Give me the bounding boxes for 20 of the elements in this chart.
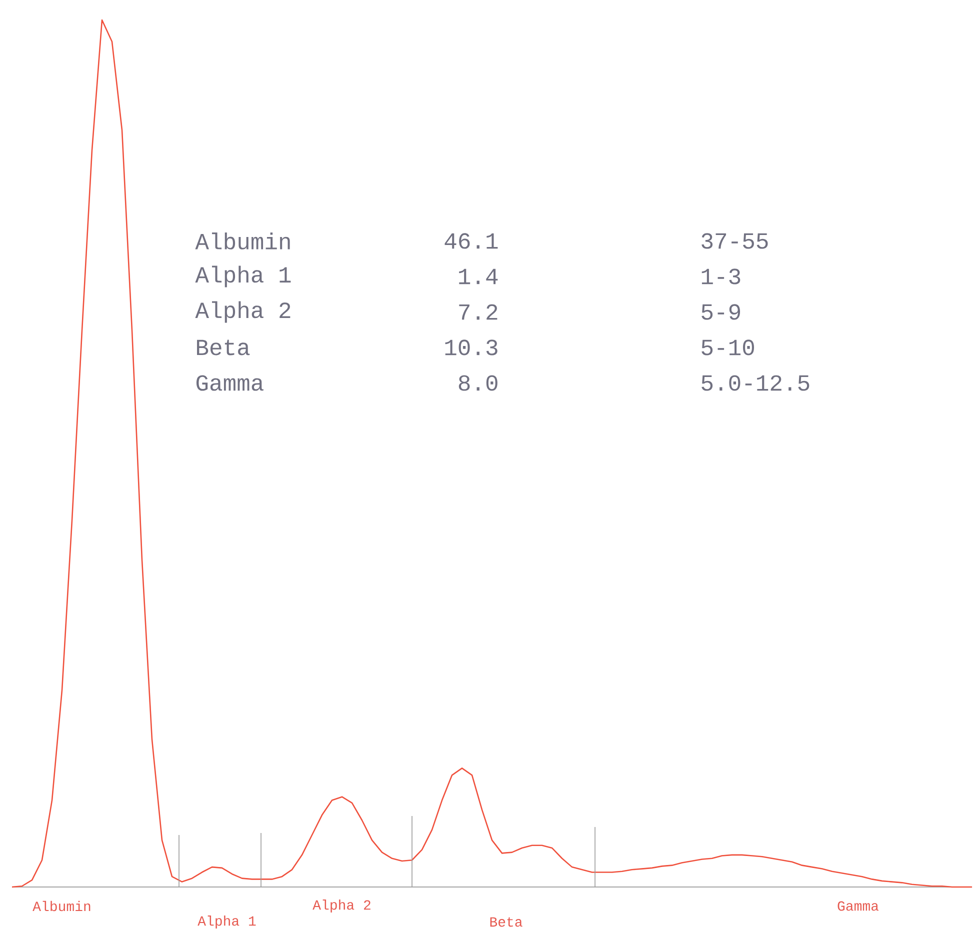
text: Albumin [32, 900, 90, 912]
annotation: 5-9 [702, 304, 740, 320]
annotation: Alpha 2 [195, 301, 290, 323]
annotation: Alpha 1 [195, 266, 291, 288]
annotation: 10.3 [445, 340, 498, 356]
annotation: Albumin [195, 232, 290, 250]
text: Beta [490, 917, 522, 927]
annotation: 8.0 [458, 375, 498, 391]
annotation: 1-3 [702, 268, 740, 284]
annotation: 5.0-12.5 [702, 375, 810, 391]
annotation: 37-55 [702, 233, 768, 249]
annotation: 1.4 [459, 268, 498, 284]
annotation: 5-10 [702, 340, 754, 356]
text: Alpha 2 [312, 899, 370, 913]
annotation: Gamma [196, 375, 264, 391]
annotation: Beta [197, 340, 250, 356]
annotation: 46.1 [444, 233, 498, 249]
text: Gamma [838, 901, 879, 911]
annotation: 7.2 [459, 304, 498, 320]
text: Alpha 1 [198, 915, 256, 929]
